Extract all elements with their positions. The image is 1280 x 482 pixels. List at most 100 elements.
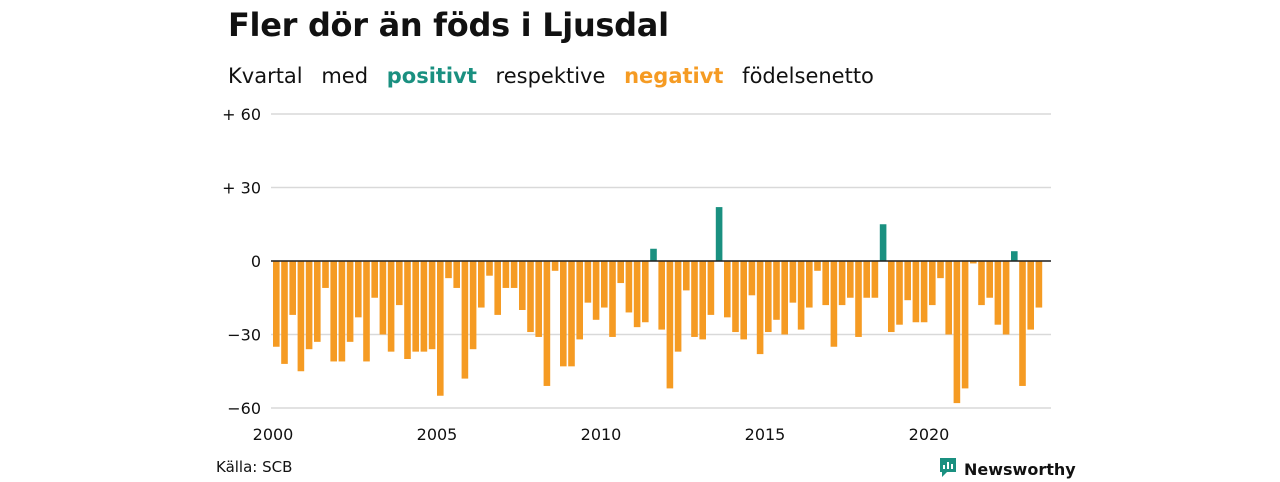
bar — [888, 261, 895, 333]
bar — [724, 261, 731, 318]
bar — [912, 261, 920, 323]
bar — [314, 261, 321, 342]
bar — [437, 261, 444, 396]
x-tick-label: 2015 — [745, 425, 786, 444]
bar — [527, 261, 534, 333]
bar — [584, 261, 592, 303]
bar — [797, 261, 805, 330]
bar — [871, 261, 879, 298]
bar — [387, 261, 395, 352]
bar — [1002, 261, 1010, 335]
bar — [478, 261, 485, 308]
bar — [994, 261, 1002, 325]
bar — [838, 261, 846, 306]
bar — [806, 261, 813, 308]
subtitle-suffix: födelsenetto — [742, 64, 874, 88]
bar — [765, 261, 772, 333]
bar — [715, 207, 723, 261]
bar — [830, 261, 838, 347]
x-tick-label: 2000 — [253, 425, 294, 444]
bar — [920, 261, 928, 323]
x-tick-label: 2020 — [909, 425, 950, 444]
bar — [445, 261, 452, 279]
bar — [297, 261, 305, 372]
bar — [847, 261, 854, 298]
bar — [781, 261, 788, 335]
subtitle-prefix: Kvartal — [228, 64, 303, 88]
bar — [699, 261, 706, 340]
bar — [453, 261, 460, 288]
bar — [929, 261, 936, 306]
bar — [732, 261, 739, 333]
brand: Newsworthy — [938, 456, 1076, 482]
bar — [338, 261, 346, 362]
bar — [305, 261, 313, 350]
bar — [568, 261, 575, 367]
bar — [576, 261, 583, 340]
bar — [879, 224, 887, 261]
bar — [683, 261, 690, 291]
y-tick-label: 0 — [251, 252, 261, 271]
bar — [330, 261, 337, 362]
bar — [273, 261, 280, 347]
bar — [896, 261, 903, 325]
subtitle-negative-word: negativt — [624, 64, 724, 88]
bar — [601, 261, 608, 308]
subtitle-med: med — [321, 64, 369, 88]
bar — [322, 261, 329, 288]
bar — [674, 261, 682, 352]
bar — [937, 261, 944, 279]
bar — [420, 261, 428, 352]
y-tick-label: + 60 — [222, 105, 261, 124]
bar — [355, 261, 362, 318]
bar — [625, 261, 633, 313]
x-tick-label: 2005 — [417, 425, 458, 444]
bar — [789, 261, 797, 303]
bar — [1035, 261, 1043, 308]
bar — [748, 261, 756, 296]
brand-label: Newsworthy — [964, 459, 1076, 479]
bar — [412, 261, 419, 352]
bars — [273, 207, 1043, 404]
y-tick-label: −60 — [227, 399, 261, 418]
bar — [461, 261, 469, 379]
bar — [707, 261, 715, 315]
bar — [691, 261, 698, 337]
x-axis-labels: 2000 2005 2010 2015 2020 — [253, 425, 950, 444]
bar — [560, 261, 567, 367]
bar — [551, 261, 559, 271]
source-note: Källa: SCB — [216, 458, 293, 476]
bar — [822, 261, 829, 306]
bar — [494, 261, 501, 315]
y-axis-labels: + 60 + 30 0 −30 −60 — [222, 105, 261, 418]
bar — [486, 261, 493, 276]
bar — [904, 261, 911, 301]
bar — [863, 261, 870, 298]
bar — [650, 248, 657, 261]
bar — [617, 261, 624, 284]
bar — [961, 261, 969, 389]
bar — [363, 261, 370, 362]
bar — [740, 261, 747, 340]
bar — [814, 261, 821, 271]
bar — [978, 261, 985, 306]
bar — [371, 261, 378, 298]
chart-subtitle: Kvartal med positivt respektive negativt… — [228, 64, 886, 88]
y-tick-label: −30 — [227, 326, 261, 345]
x-tick-label: 2010 — [581, 425, 622, 444]
bar — [510, 261, 518, 288]
bar — [633, 261, 641, 328]
bar — [428, 261, 436, 350]
y-tick-label: + 30 — [222, 179, 261, 198]
bar — [346, 261, 354, 342]
bar — [609, 261, 616, 337]
bar — [404, 261, 411, 359]
bar — [666, 261, 674, 389]
bar — [281, 261, 288, 364]
subtitle-positive-word: positivt — [386, 64, 477, 88]
chart-title: Fler dör än föds i Ljusdal — [228, 6, 669, 44]
subtitle-middle: respektive — [495, 64, 606, 88]
bar — [945, 261, 952, 335]
bar — [396, 261, 403, 306]
